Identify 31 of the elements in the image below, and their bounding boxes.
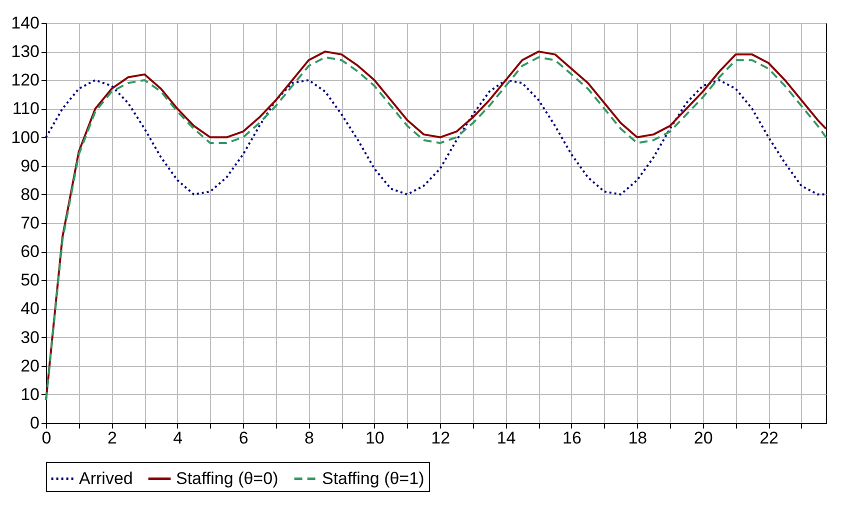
y-tick-label: 140	[11, 14, 40, 32]
y-tick-label: 40	[20, 299, 40, 318]
x-tick-label: 6	[238, 428, 248, 448]
x-tick-label: 0	[42, 428, 52, 448]
y-tick-label: 10	[20, 384, 40, 404]
legend-label: Arrived	[79, 468, 133, 488]
y-tick-label: 0	[30, 414, 40, 432]
x-tick-label: 2	[107, 428, 117, 448]
y-tick-label: 50	[20, 270, 40, 290]
legend-label: Staffing (θ=0)	[176, 468, 278, 488]
y-tick-label: 20	[20, 356, 40, 376]
y-tick-label: 80	[20, 184, 40, 204]
y-tick-label: 30	[20, 328, 40, 347]
x-tick-label: 12	[431, 428, 450, 448]
x-tick-label: 18	[628, 428, 648, 448]
y-tick-label: 90	[20, 156, 40, 176]
x-tick-label: 4	[173, 428, 183, 448]
x-tick-label: 22	[760, 428, 778, 448]
line-series	[45, 79, 827, 196]
x-tick-label: 16	[562, 428, 582, 448]
y-tick-label: 70	[20, 214, 40, 232]
x-tick-label: 20	[694, 428, 713, 448]
y-tick-label: 60	[20, 242, 40, 262]
y-tick-label: 100	[11, 128, 40, 147]
y-tick-label: 110	[12, 99, 40, 118]
y-tick-label: 130	[11, 42, 40, 62]
legend-label: Staffing (θ=1)	[322, 468, 424, 488]
y-tick-label: 120	[11, 70, 40, 90]
x-tick-label: 10	[365, 428, 384, 448]
x-tick-label: 8	[304, 428, 314, 448]
x-tick-label: 14	[496, 428, 516, 448]
